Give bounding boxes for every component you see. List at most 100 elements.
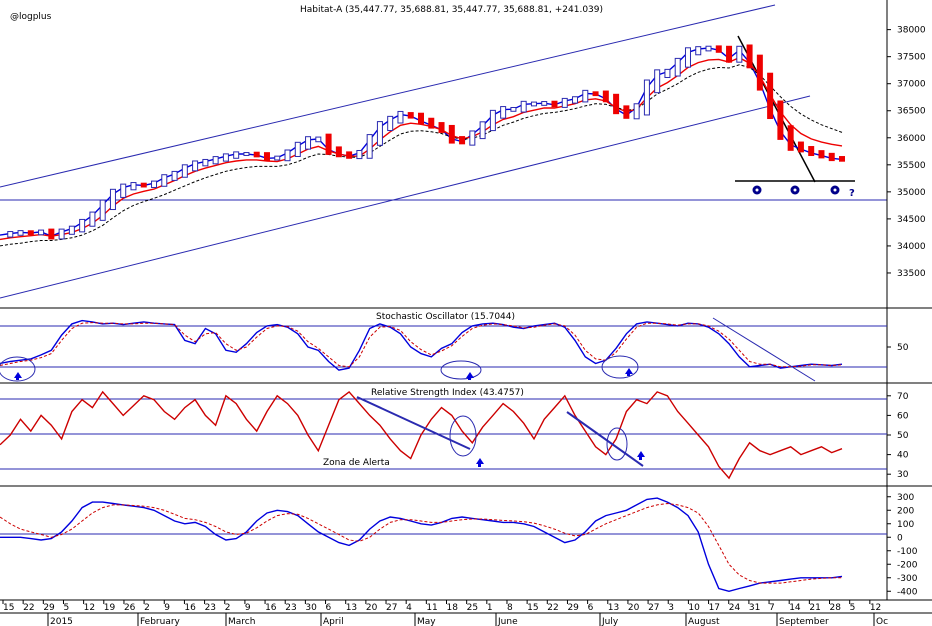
candle (530, 101, 537, 107)
month-label: March (228, 617, 255, 626)
oscillator-panel: -400 -300 -200 -100 0 100 200 300 (0, 493, 918, 597)
y-tick-label: 60 (897, 411, 909, 421)
x-tick-label: 11 (426, 603, 437, 613)
candle (438, 122, 445, 133)
series-line-2-0 (0, 390, 843, 480)
x-tick-label: 29 (567, 603, 579, 613)
candle (315, 136, 322, 143)
candle (643, 79, 650, 116)
rsi-panel: Relative Strength Index (43.4757) Zona d… (0, 388, 909, 480)
candle (541, 101, 548, 106)
series-line-0-2 (0, 64, 843, 247)
x-tick-label: 10 (688, 603, 700, 613)
x-tick-label: 16 (265, 603, 277, 613)
candle (366, 134, 373, 159)
x-tick-label: 6 (588, 603, 594, 613)
x-tick-label: 2 (225, 603, 231, 613)
candle (510, 106, 517, 112)
channel-lower-line (0, 95, 811, 299)
candle (756, 54, 763, 91)
candle (592, 91, 599, 97)
month-label: April (323, 617, 344, 626)
month-label: September (779, 617, 829, 626)
channel-upper-line (0, 4, 776, 188)
svg-text:?: ? (849, 188, 855, 199)
candle (777, 100, 784, 140)
candle (222, 153, 229, 162)
candle (48, 228, 55, 240)
y-tick-label: 35000 (897, 188, 926, 198)
candle (674, 57, 681, 77)
candle (695, 46, 702, 56)
x-tick-label: 28 (830, 603, 842, 613)
candle (613, 93, 620, 115)
y-tick-label: 300 (897, 493, 914, 503)
candle (428, 117, 435, 129)
watermark: @logplus (10, 12, 52, 22)
candle (633, 103, 640, 120)
x-tick-label: 12 (870, 603, 881, 613)
y-tick-label: 37500 (897, 53, 926, 63)
candle (602, 90, 609, 103)
x-tick-label: 22 (23, 603, 34, 613)
candle (787, 125, 794, 151)
x-tick-label: 6 (326, 603, 332, 613)
month-label: 2015 (50, 617, 73, 626)
candle (243, 152, 250, 156)
candle (140, 182, 147, 188)
candle (181, 164, 188, 178)
series-line-1-0 (0, 319, 843, 371)
x-tick-label: 12 (84, 603, 95, 613)
y-tick-label: 35500 (897, 161, 926, 171)
y-tick-label: 30 (897, 470, 909, 480)
x-tick-label: 20 (628, 603, 640, 613)
candle (99, 199, 106, 221)
candle (818, 150, 825, 159)
candle (654, 69, 661, 94)
candle (79, 218, 86, 233)
x-tick-label: 3 (668, 603, 674, 613)
candle (305, 136, 312, 150)
x-tick-label: 2 (144, 603, 150, 613)
x-tick-label: 13 (346, 603, 357, 613)
candle (715, 45, 722, 53)
candle (705, 45, 712, 52)
x-tick-label: 8 (507, 603, 513, 613)
candle (448, 124, 455, 144)
candle (294, 141, 301, 157)
candle (151, 180, 158, 188)
candle (520, 100, 527, 113)
x-tick-label: 5 (63, 603, 69, 613)
candle (828, 152, 835, 162)
candle (284, 149, 291, 162)
rsi-title: Relative Strength Index (43.4757) (371, 388, 524, 398)
y-tick-label: 100 (897, 520, 914, 530)
y-tick-label: 50 (897, 431, 909, 441)
x-tick-label: 26 (124, 603, 136, 613)
candle (664, 68, 671, 78)
price-panel: @logplus Habitat-A (35,447.77, 35,688.81… (0, 4, 926, 299)
candle (130, 182, 137, 191)
series-line-1-1 (0, 322, 843, 368)
candle (572, 96, 579, 104)
candle (58, 228, 65, 240)
candle (551, 100, 558, 108)
series-line-3-1 (0, 502, 842, 584)
candle (27, 230, 34, 236)
x-tick-label: 21 (809, 603, 820, 613)
candle (684, 47, 691, 68)
candle (839, 156, 845, 162)
candle (746, 44, 753, 69)
y-tick-label: -100 (897, 547, 918, 557)
candle (263, 152, 270, 162)
x-tick-label: 30 (305, 603, 317, 613)
candle (767, 72, 774, 120)
candle (356, 149, 363, 160)
candle (407, 112, 414, 119)
candle (808, 146, 815, 157)
x-tick-label: 22 (547, 603, 558, 613)
stochastic-panel: Stochastic Oscillator (15.7044) 50 (0, 312, 909, 382)
x-tick-label: 14 (789, 603, 801, 613)
candle (68, 225, 75, 235)
y-tick-label: 36500 (897, 107, 926, 117)
